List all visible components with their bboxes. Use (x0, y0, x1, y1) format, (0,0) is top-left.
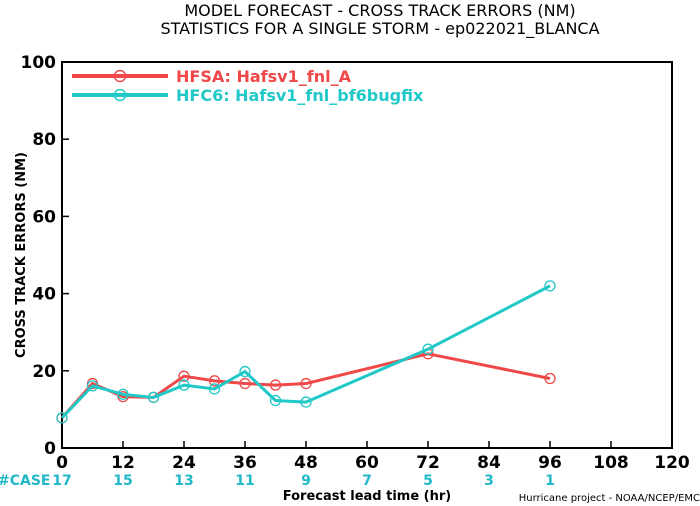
plot-area (61, 61, 673, 449)
y-tick-label: 80 (32, 130, 56, 150)
data-point (544, 372, 556, 385)
data-point (208, 375, 221, 387)
case-count: 5 (423, 473, 433, 489)
series-hfsa (56, 348, 556, 424)
legend-label: HFSA: Hafsv1_fnl_A (176, 67, 352, 86)
y-tick-label: 40 (32, 285, 56, 305)
x-tick-label: 96 (538, 453, 562, 473)
case-count: 9 (301, 473, 311, 489)
data-point (178, 370, 190, 382)
legend-swatch-marker (113, 88, 127, 102)
x-tick-label: 48 (294, 453, 318, 473)
data-point (269, 394, 282, 407)
credit-text: Hurricane project - NOAA/NCEP/EMC (519, 493, 700, 504)
case-prefix: #CASE (0, 473, 51, 489)
x-tick-label: 60 (355, 453, 379, 473)
y-tick-label: 100 (21, 53, 57, 73)
legend-label: HFC6: Hafsv1_fnl_bf6bugfix (176, 86, 424, 105)
legend-swatch-marker (113, 69, 127, 83)
data-point (239, 377, 251, 390)
data-point (86, 380, 99, 392)
series-line (60, 284, 551, 419)
y-tick-label: 60 (32, 207, 56, 227)
data-point (178, 379, 190, 391)
y-tick-label: 0 (44, 439, 56, 459)
chart-subtitle: STATISTICS FOR A SINGLE STORM - ep022021… (160, 19, 599, 39)
x-tick-label: 0 (56, 453, 68, 473)
series-hfc6 (56, 280, 556, 424)
plot-border (61, 61, 673, 449)
data-point (56, 412, 68, 424)
x-tick-label: 108 (593, 453, 629, 473)
data-point (269, 379, 282, 391)
x-tick-label: 24 (172, 453, 196, 473)
data-point (239, 365, 251, 378)
data-point (117, 388, 129, 400)
case-count: 3 (484, 473, 494, 489)
data-point (208, 383, 221, 395)
x-tick-label: 84 (477, 453, 501, 473)
series-layer (56, 280, 556, 424)
x-tick-label: 12 (111, 453, 135, 473)
case-counts: #CASE 17 15 13 11 9 7 5 3 1 (0, 473, 555, 489)
series-line (60, 352, 551, 419)
axis-ticks: 0 12 24 36 48 60 72 84 96 108 120 0 20 40 60 80 100 (21, 53, 690, 473)
legend-item-hfsa: HFSA: Hafsv1_fnl_A (72, 67, 352, 86)
data-point (300, 377, 312, 390)
legend-item-hfc6: HFC6: Hafsv1_fnl_bf6bugfix (72, 86, 424, 105)
case-count: 11 (235, 473, 254, 489)
case-count: 15 (113, 473, 132, 489)
case-count: 13 (174, 473, 193, 489)
x-tick-label: 120 (654, 453, 690, 473)
data-point (544, 280, 556, 292)
data-point (422, 343, 434, 355)
case-count: 17 (52, 473, 71, 489)
chart-title: MODEL FORECAST - CROSS TRACK ERRORS (NM) (184, 1, 575, 20)
x-axis-title: Forecast lead time (hr) (283, 489, 451, 504)
data-point (147, 391, 160, 404)
data-point (300, 396, 312, 408)
y-tick-label: 20 (32, 362, 56, 382)
x-tick-label: 36 (233, 453, 257, 473)
case-count: 7 (362, 473, 372, 489)
x-tick-label: 72 (416, 453, 440, 473)
case-count: 1 (545, 473, 555, 489)
y-axis-title: CROSS TRACK ERRORS (NM) (14, 152, 29, 358)
